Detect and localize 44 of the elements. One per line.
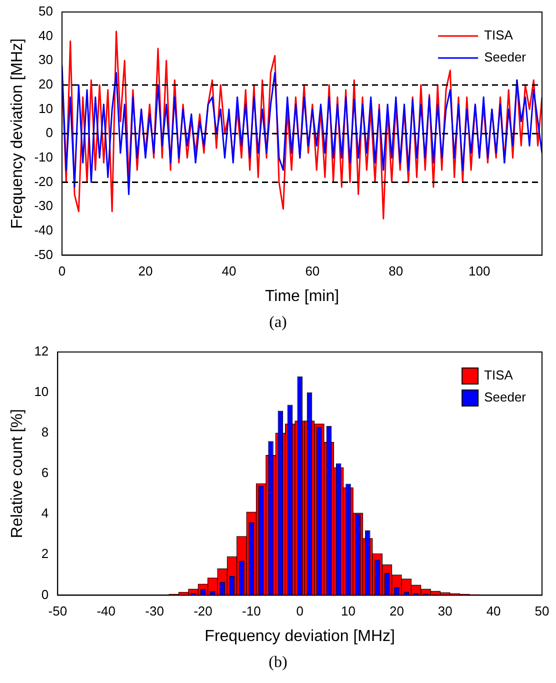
y-tick-label: 40 [38, 28, 53, 43]
y-axis-title: Frequency deviation [MHz] [9, 38, 26, 229]
y-tick-label: 0 [41, 586, 49, 602]
legend-label: TISA [484, 28, 514, 43]
x-tick-label: -40 [96, 604, 116, 619]
x-axis-title: Time [min] [264, 288, 340, 305]
x-tick-label: 80 [388, 264, 404, 279]
x-tick-label: 100 [468, 264, 490, 279]
legend-label: Seeder [484, 390, 527, 405]
y-tick-label: -10 [34, 150, 53, 164]
y-tick-label: 4 [41, 506, 49, 521]
y-tick-label: 8 [41, 424, 49, 440]
x-tick-label: 0 [296, 604, 304, 619]
legend-label: Seeder [484, 50, 527, 65]
x-tick-label: 60 [305, 264, 320, 279]
y-tick-label: 2 [41, 546, 49, 562]
y-tick-label: 6 [41, 465, 49, 480]
x-tick-label: 40 [486, 604, 501, 619]
x-tick-label: 0 [58, 264, 66, 279]
text: (b) [268, 653, 288, 673]
y-tick-label: 10 [34, 384, 49, 400]
y-tick-label: 30 [38, 52, 53, 68]
y-tick-label: 10 [38, 100, 53, 116]
x-tick-label: 30 [438, 604, 452, 619]
x-tick-label: 20 [389, 604, 404, 619]
y-tick-label: 12 [34, 344, 49, 359]
y-tick-label: 0 [46, 125, 53, 140]
y-axis-title: Relative count [%] [9, 409, 26, 538]
y-tick-label: 20 [38, 76, 53, 92]
y-tick-label: -20 [34, 174, 53, 189]
y-tick-label: -30 [34, 198, 53, 214]
legend-label: TISA [484, 368, 514, 383]
x-tick-label: 10 [341, 604, 356, 619]
x-tick-label: -20 [194, 604, 212, 619]
text: (a) [268, 313, 288, 333]
x-tick-label: 20 [138, 264, 153, 279]
x-tick-label: -30 [145, 604, 164, 619]
x-tick-label: 40 [222, 264, 236, 279]
x-tick-label: 50 [534, 604, 550, 619]
y-tick-label: 50 [38, 4, 53, 19]
y-tick-label: -40 [34, 222, 53, 238]
y-tick-label: -50 [34, 246, 53, 262]
x-axis-title: Frequency deviation [MHz] [204, 628, 395, 645]
x-tick-label: -10 [242, 604, 261, 619]
